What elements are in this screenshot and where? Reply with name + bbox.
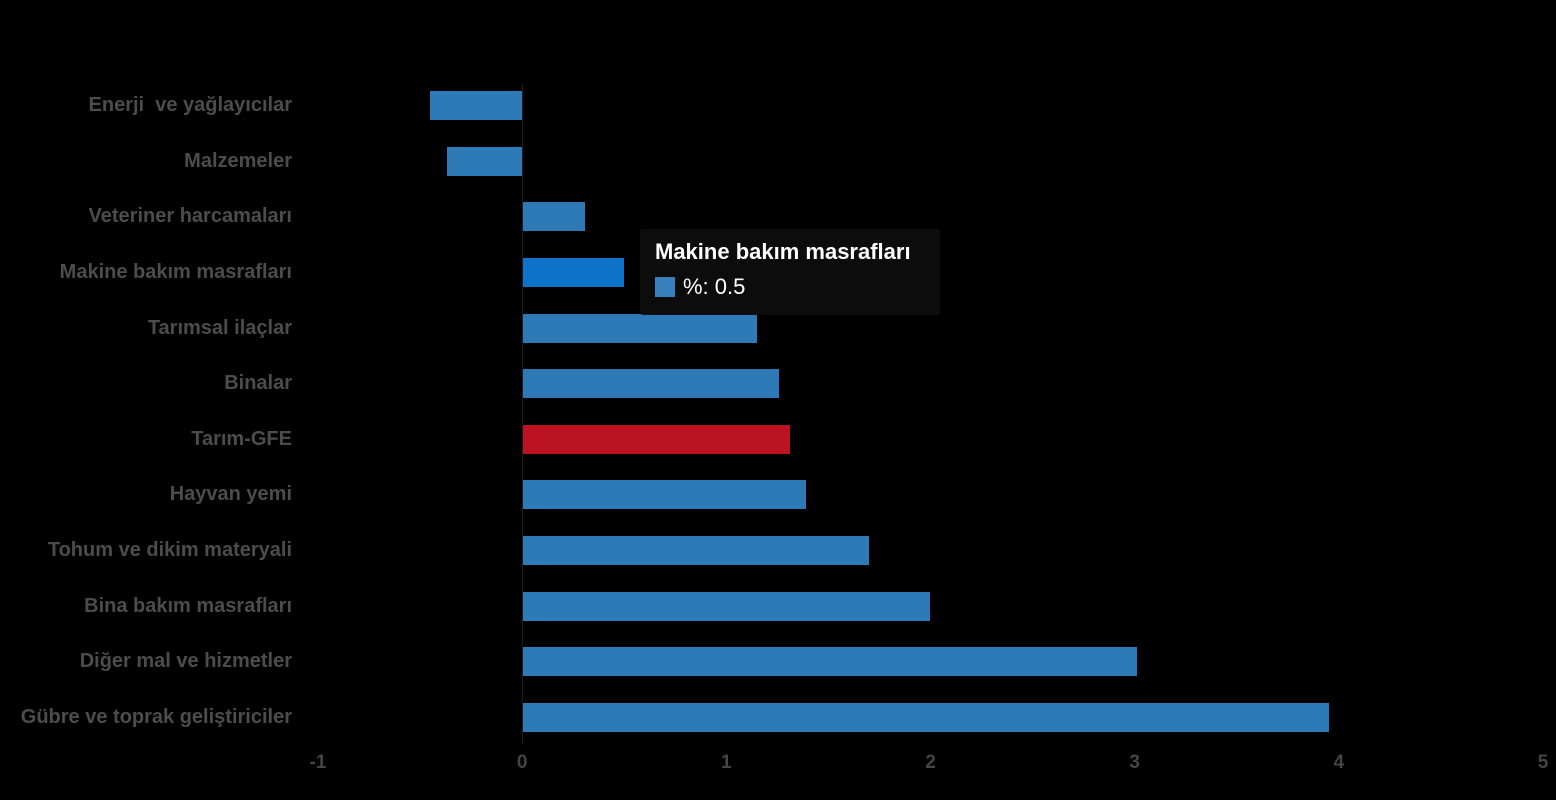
bar[interactable] [522, 480, 806, 510]
bar[interactable] [522, 202, 586, 232]
x-axis-tick-label: 4 [1333, 752, 1345, 773]
bar[interactable] [522, 257, 625, 287]
category-label: Binalar [224, 372, 292, 395]
category-label: Tohum ve dikim materyali [47, 539, 292, 562]
x-axis-tick-label: 0 [516, 752, 528, 773]
bar[interactable] [522, 424, 790, 454]
zero-axis-line [522, 84, 523, 744]
x-axis-tick-label: 1 [721, 752, 732, 773]
category-label: Tarım-GFE [191, 427, 292, 450]
x-axis-tick-label: 5 [1537, 752, 1549, 773]
category-label: Makine bakım masrafları [59, 260, 292, 283]
bar[interactable] [522, 647, 1137, 677]
category-label: Malzemeler [184, 149, 292, 172]
tooltip: Makine bakım masrafları %: 0.5 [640, 229, 940, 315]
x-axis-tick-label: -1 [309, 752, 327, 773]
bar[interactable] [522, 313, 757, 343]
bar[interactable] [446, 146, 523, 176]
category-label: Enerji ve yağlayıcılar [88, 94, 292, 116]
category-label: Diğer mal ve hizmetler [79, 650, 292, 673]
category-label: Gübre ve toprak geliştiriciler [20, 706, 292, 729]
bar[interactable] [522, 591, 931, 621]
x-axis-tick-label: 3 [1129, 752, 1140, 773]
tooltip-title: Makine bakım masrafları [655, 239, 911, 264]
category-label: Veteriner harcamaları [88, 205, 292, 228]
tooltip-value-row: %: 0.5 [655, 274, 940, 300]
x-axis-tick-label: 2 [925, 752, 936, 773]
bar[interactable] [522, 703, 1329, 733]
category-label: Bina bakım masrafları [84, 594, 292, 617]
category-label: Tarımsal ilaçlar [147, 316, 292, 339]
bar[interactable] [430, 91, 523, 120]
bar[interactable] [522, 369, 780, 399]
series-marker-icon [655, 277, 675, 297]
tooltip-value: %: 0.5 [683, 274, 746, 299]
bar[interactable] [522, 536, 870, 566]
category-label: Hayvan yemi [169, 483, 292, 506]
